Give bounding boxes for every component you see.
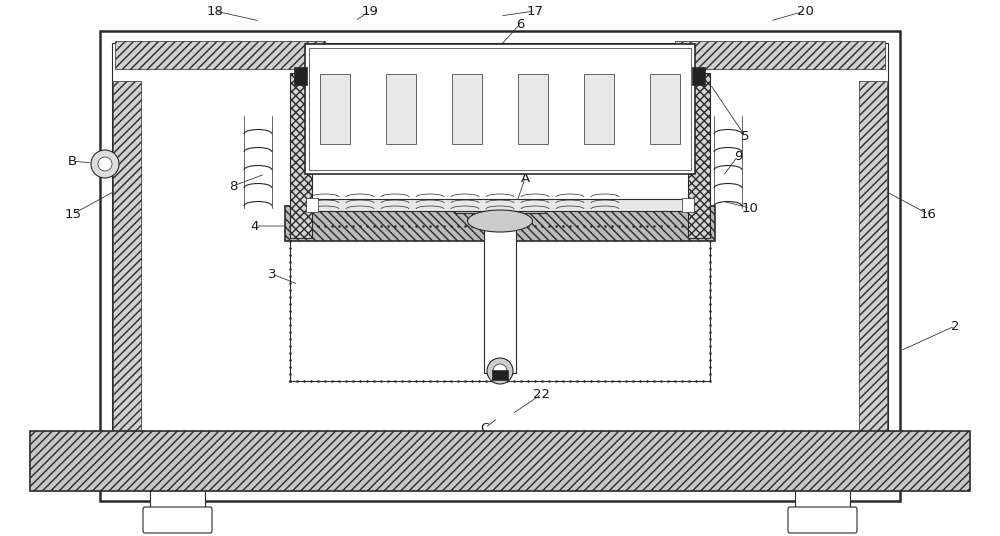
- Bar: [650, 74, 680, 144]
- Bar: [492, 370, 508, 380]
- Text: 3: 3: [268, 267, 276, 280]
- Text: 25: 25: [610, 255, 626, 267]
- Bar: [285, 206, 715, 241]
- Bar: [290, 226, 710, 381]
- Text: 22: 22: [534, 388, 550, 400]
- Bar: [584, 74, 614, 144]
- Bar: [484, 208, 516, 373]
- Bar: [112, 43, 888, 489]
- Bar: [115, 41, 325, 69]
- Text: 4: 4: [251, 220, 259, 233]
- Text: B: B: [67, 154, 77, 168]
- Bar: [30, 431, 970, 491]
- Circle shape: [98, 157, 112, 171]
- Text: 10: 10: [742, 202, 758, 214]
- Bar: [675, 41, 885, 69]
- Text: 17: 17: [526, 4, 544, 18]
- Bar: [795, 468, 850, 513]
- Text: 6: 6: [516, 18, 524, 31]
- Bar: [692, 67, 705, 85]
- Bar: [452, 74, 482, 144]
- Text: 2: 2: [951, 319, 959, 332]
- Text: 8: 8: [229, 180, 237, 192]
- FancyBboxPatch shape: [143, 507, 212, 533]
- Text: 24: 24: [427, 304, 443, 317]
- Bar: [518, 74, 548, 144]
- Text: 19: 19: [362, 4, 378, 18]
- Text: C: C: [480, 421, 490, 435]
- Bar: [306, 198, 318, 212]
- Text: 13: 13: [442, 205, 458, 218]
- Text: 5: 5: [741, 130, 749, 143]
- Bar: [100, 31, 900, 501]
- Bar: [859, 81, 887, 451]
- Text: 21: 21: [306, 358, 324, 370]
- Text: 9: 9: [734, 150, 742, 162]
- Text: 1: 1: [51, 429, 59, 443]
- Text: 16: 16: [920, 207, 936, 220]
- Bar: [290, 73, 312, 238]
- Bar: [305, 44, 695, 174]
- Text: A: A: [520, 172, 530, 184]
- Bar: [113, 81, 141, 451]
- Circle shape: [487, 358, 513, 384]
- Text: 11: 11: [430, 229, 446, 242]
- Bar: [320, 74, 350, 144]
- Bar: [150, 468, 205, 513]
- Bar: [688, 73, 710, 238]
- Text: 15: 15: [64, 207, 82, 220]
- Text: 20: 20: [797, 4, 813, 18]
- FancyBboxPatch shape: [788, 507, 857, 533]
- Text: 12: 12: [618, 202, 636, 214]
- Ellipse shape: [468, 210, 532, 232]
- Bar: [682, 198, 694, 212]
- Bar: [455, 200, 545, 213]
- Bar: [309, 48, 691, 170]
- Bar: [305, 199, 695, 211]
- Bar: [294, 67, 307, 85]
- Bar: [296, 232, 704, 375]
- Circle shape: [91, 150, 119, 178]
- Text: 14: 14: [354, 202, 370, 214]
- Circle shape: [493, 364, 507, 378]
- Bar: [386, 74, 416, 144]
- Text: 7: 7: [308, 71, 316, 85]
- Text: 23: 23: [564, 304, 580, 317]
- Text: 18: 18: [207, 4, 223, 18]
